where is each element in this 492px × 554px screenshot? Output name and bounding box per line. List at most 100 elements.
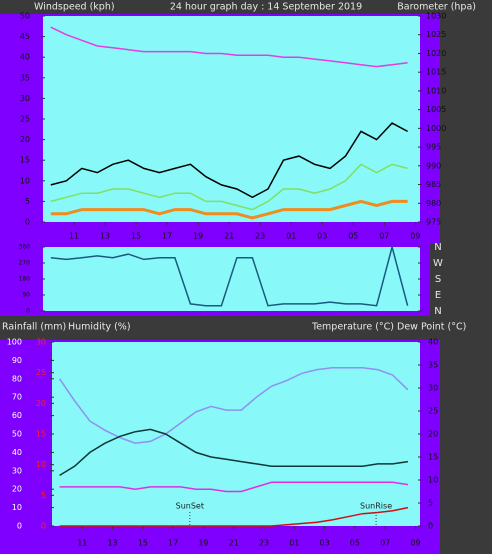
x-tick-label: 19 [198, 539, 208, 548]
x-tick-label: 23 [255, 232, 265, 241]
rain-label: Rainfall (mm) [2, 322, 66, 333]
y-tick-label: 35 [20, 73, 30, 82]
y2-tick-label: 15 [428, 453, 438, 462]
y2-tick-label: 30 [428, 384, 438, 393]
y2-tick-label: 985 [426, 180, 441, 189]
x-tick-label: 13 [100, 232, 110, 241]
x-tick-label: 01 [289, 539, 299, 548]
y-tick-label: 0 [17, 522, 22, 531]
x-tick-label: 13 [107, 539, 117, 548]
y-tick-label: 270 [19, 260, 31, 267]
y-tick-label: 90 [12, 356, 22, 365]
series-line [58, 367, 409, 444]
y2-tick-label: 1010 [426, 86, 446, 95]
y-tick-label: 50 [20, 12, 30, 21]
y2-tick-label: 10 [428, 476, 438, 485]
y2-tick-label: 1000 [426, 124, 446, 133]
y-tick-label: 60 [12, 411, 22, 420]
y3-tick-label: 5 [41, 491, 46, 500]
x-tick-label: 15 [138, 539, 148, 548]
x-tick-label: 11 [77, 539, 87, 548]
y2-tick-label: 40 [428, 338, 438, 347]
x-tick-label: 03 [317, 232, 327, 241]
y-tick-label: 25 [20, 115, 30, 124]
series-line [59, 506, 409, 527]
x-tick-label: 17 [162, 232, 172, 241]
plot-area [43, 247, 420, 311]
x-tick-label: 21 [229, 539, 239, 548]
x-tick-label: 17 [168, 539, 178, 548]
y-tick-label: 10 [20, 176, 30, 185]
series-line [50, 122, 408, 199]
y-tick-label: 80 [12, 374, 22, 383]
y-tick-label: 70 [12, 393, 22, 402]
y2-tick-label: 990 [426, 161, 441, 170]
y-tick-label: 20 [12, 485, 22, 494]
y2-tick-label: 1015 [426, 68, 446, 77]
y3-tick-label: 30 [36, 338, 46, 347]
x-tick-label: 01 [286, 232, 296, 241]
y-tick-label: 100 [7, 338, 22, 347]
y-tick-label: 5 [25, 197, 30, 206]
y-tick-label: 45 [20, 32, 30, 41]
y2-tick-label: 5 [428, 499, 433, 508]
y2-tick-label: N [434, 242, 441, 253]
y-tick-label: 180 [19, 276, 31, 283]
y2-tick-label: 1030 [426, 12, 446, 21]
series-line [59, 481, 409, 493]
series-line [50, 199, 408, 220]
x-tick-label: 23 [259, 539, 269, 548]
annotation: SunRise [360, 502, 392, 511]
series-line [59, 428, 409, 477]
y3-tick-label: 0 [41, 522, 46, 531]
x-tick-label: 07 [379, 232, 389, 241]
y2-tick-label: 980 [426, 199, 441, 208]
x-tick-label: 05 [350, 539, 360, 548]
y-tick-label: 50 [12, 430, 22, 439]
x-tick-label: 05 [348, 232, 358, 241]
y2-tick-label: 20 [428, 430, 438, 439]
y2-tick-label: S [435, 274, 441, 285]
baro-label: Barometer (hpa) [397, 2, 476, 13]
temp-label: Temperature (°C) [311, 322, 394, 333]
x-tick-label: 07 [380, 539, 390, 548]
y3-tick-label: 25 [36, 368, 46, 377]
y3-tick-label: 15 [36, 430, 46, 439]
y2-tick-label: W [433, 258, 443, 269]
humidity-label: Humidity (%) [68, 322, 131, 333]
y-tick-label: 10 [12, 503, 22, 512]
y2-tick-label: 25 [428, 407, 438, 416]
y-tick-label: 30 [12, 466, 22, 475]
y-tick-label: 0 [25, 218, 30, 227]
x-tick-label: 21 [224, 232, 234, 241]
y2-tick-label: 995 [426, 143, 441, 152]
y-tick-label: 15 [20, 156, 30, 165]
y-tick-label: 360 [19, 244, 31, 251]
series-line [50, 244, 409, 307]
x-tick-label: 19 [193, 232, 203, 241]
title: 24 hour graph day : 14 September 2019 [170, 2, 362, 13]
y-tick-label: 20 [20, 135, 30, 144]
series-line [50, 26, 408, 68]
y-tick-label: 40 [20, 53, 30, 62]
y2-tick-label: N [434, 306, 441, 317]
y-tick-label: 90 [22, 292, 30, 299]
x-tick-label: 09 [410, 232, 420, 241]
y2-tick-label: 35 [428, 361, 438, 370]
y-tick-label: 40 [12, 448, 22, 457]
y2-tick-label: 0 [428, 522, 433, 531]
x-tick-label: 15 [131, 232, 141, 241]
header-strip [0, 0, 492, 14]
annotation: SunSet [176, 502, 204, 511]
wind-label: Windspeed (kph) [34, 2, 115, 13]
y2-tick-label: 1020 [426, 49, 446, 58]
y2-tick-label: 975 [426, 218, 441, 227]
series-line [50, 163, 408, 211]
y3-tick-label: 20 [36, 399, 46, 408]
plot-area [52, 342, 420, 526]
y2-tick-label: E [435, 290, 441, 301]
y2-tick-label: 1025 [426, 30, 446, 39]
y-tick-label: 30 [20, 94, 30, 103]
y2-tick-label: 1005 [426, 105, 446, 114]
